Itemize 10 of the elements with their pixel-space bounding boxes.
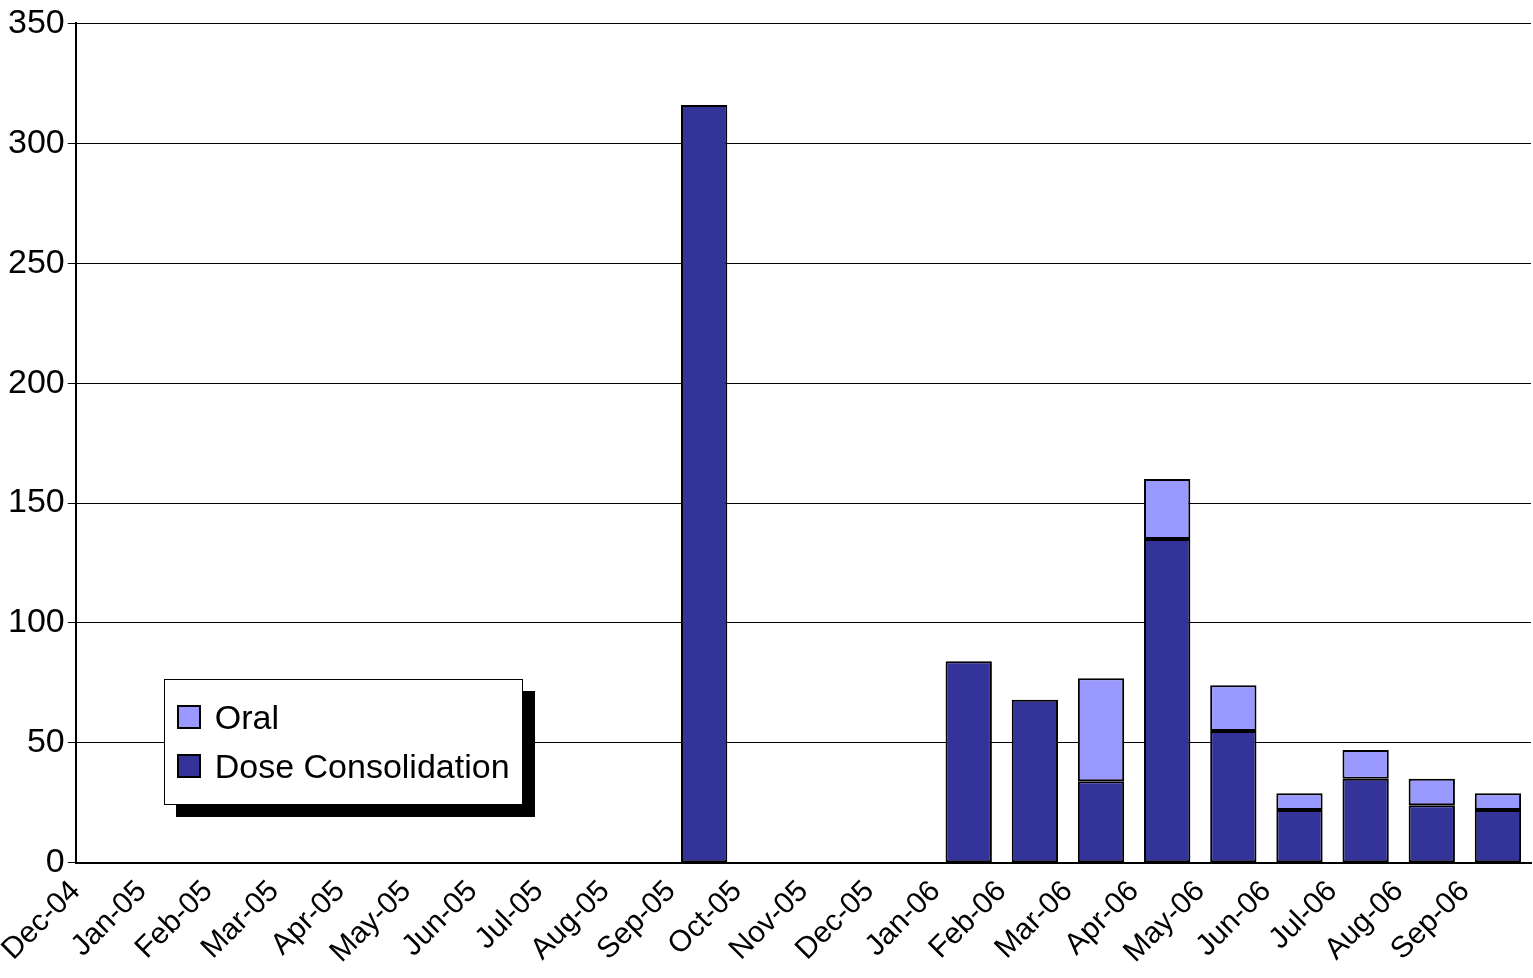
y-tick-label: 150 (7, 481, 65, 520)
y-tick-label: 50 (26, 721, 65, 760)
legend-label: Oral (214, 697, 279, 737)
y-tick-label: 200 (7, 361, 65, 400)
y-tick-label: 350 (7, 1, 65, 40)
y-tick-label: 300 (7, 121, 65, 160)
y-tick-label: 0 (45, 841, 65, 880)
y-tick-label: 250 (7, 241, 65, 280)
legend-label: Dose Consolidation (214, 746, 510, 786)
y-tick-label: 100 (7, 601, 65, 640)
